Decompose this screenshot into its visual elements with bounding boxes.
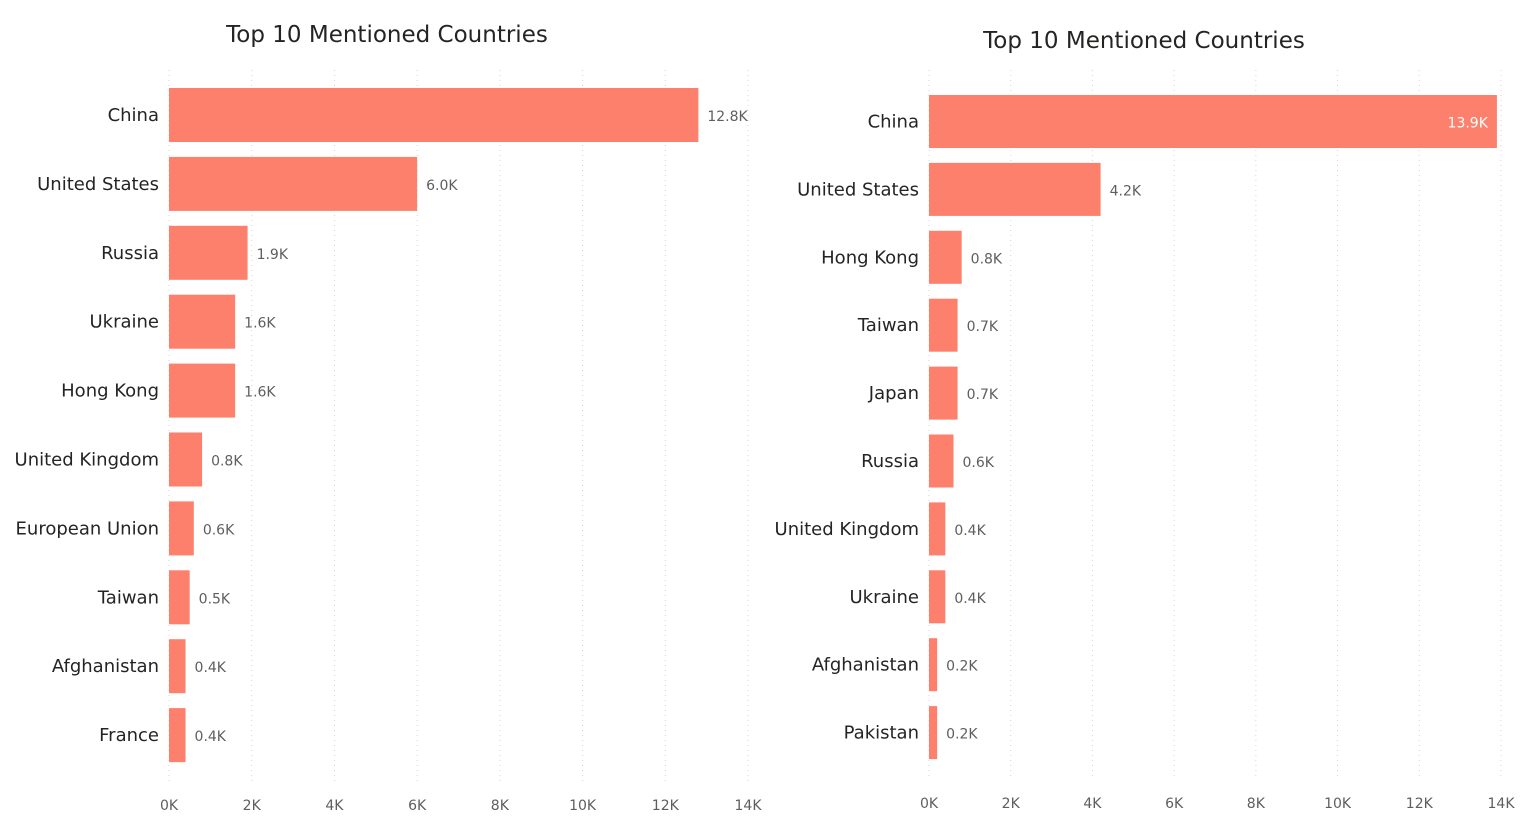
bar[interactable] — [169, 570, 190, 625]
data-label: 0.6K — [203, 522, 235, 538]
category-label: Pakistan — [844, 723, 919, 744]
category-label: Taiwan — [97, 587, 159, 608]
data-label: 0.2K — [946, 659, 978, 675]
category-label: Japan — [868, 383, 919, 404]
data-label: 0.5K — [199, 591, 231, 607]
bar[interactable] — [169, 708, 186, 763]
bar[interactable] — [929, 230, 962, 284]
data-label: 0.4K — [195, 729, 227, 745]
data-label: 0.4K — [195, 660, 227, 676]
bar[interactable] — [929, 162, 1101, 216]
category-label: Ukraine — [849, 587, 919, 608]
category-label: Russia — [101, 243, 159, 264]
x-tick-label: 0K — [160, 798, 179, 814]
x-tick-label: 10K — [1324, 796, 1352, 812]
category-label: Ukraine — [89, 312, 159, 333]
x-tick-label: 14K — [1488, 796, 1516, 812]
category-label: United Kingdom — [775, 519, 919, 540]
x-tick-label: 8K — [1247, 796, 1266, 812]
bar[interactable] — [169, 225, 248, 280]
data-label: 0.7K — [967, 319, 999, 335]
category-label: European Union — [16, 518, 159, 539]
bar[interactable] — [929, 570, 946, 624]
x-tick-label: 6K — [408, 798, 427, 814]
bar[interactable] — [929, 638, 938, 692]
bar[interactable] — [929, 502, 946, 556]
bar[interactable] — [929, 95, 1497, 148]
data-label: 13.9K — [1448, 116, 1489, 132]
chart-panel-left: Top 10 Mentioned Countries 0K 2K 4K 6K 8K 10K 1… — [15, 22, 763, 814]
x-tick-label: 14K — [735, 798, 763, 814]
data-label: 12.8K — [707, 109, 748, 125]
bar[interactable] — [169, 432, 203, 487]
category-label: United Kingdom — [15, 450, 159, 471]
data-label: 6.0K — [426, 178, 458, 194]
data-label: 1.9K — [257, 247, 289, 263]
bar[interactable] — [929, 434, 954, 488]
bar[interactable] — [929, 366, 958, 420]
data-label: 1.6K — [244, 316, 276, 332]
bar[interactable] — [929, 706, 938, 760]
bar[interactable] — [169, 501, 194, 556]
data-label: 0.8K — [211, 454, 243, 470]
category-label: Taiwan — [857, 315, 919, 336]
data-label: 0.7K — [967, 387, 999, 403]
bar[interactable] — [169, 88, 699, 142]
bar[interactable] — [169, 363, 236, 418]
x-tick-label: 10K — [569, 798, 597, 814]
x-tick-label: 12K — [1406, 796, 1434, 812]
bar[interactable] — [169, 639, 186, 694]
bar[interactable] — [169, 294, 236, 349]
bar[interactable] — [929, 298, 958, 352]
bar-chart-right: Top 10 Mentioned Countries 0K 2K 4K 6K 8K 10K 1… — [775, 28, 1516, 812]
data-label: 1.6K — [244, 385, 276, 401]
data-label: 0.2K — [946, 727, 978, 743]
data-label: 0.6K — [963, 455, 995, 471]
chart-title: Top 10 Mentioned Countries — [225, 22, 548, 48]
data-label: 0.4K — [954, 591, 986, 607]
chart-title: Top 10 Mentioned Countries — [982, 28, 1305, 54]
x-tick-label: 2K — [1002, 796, 1021, 812]
category-label: Hong Kong — [61, 381, 159, 402]
x-tick-label: 12K — [652, 798, 680, 814]
category-label: Afghanistan — [812, 655, 919, 676]
category-label: Russia — [861, 451, 919, 472]
data-label: 0.4K — [954, 523, 986, 539]
category-label: United States — [797, 179, 919, 200]
category-label: Hong Kong — [821, 247, 919, 268]
x-tick-label: 6K — [1165, 796, 1184, 812]
chart-panel-right: Top 10 Mentioned Countries 0K 2K 4K 6K 8K 10K 1… — [768, 0, 1536, 825]
category-label: France — [99, 725, 159, 746]
category-label: China — [108, 105, 159, 126]
x-tick-label: 2K — [243, 798, 262, 814]
x-tick-label: 0K — [920, 796, 939, 812]
bar[interactable] — [169, 156, 418, 211]
category-label: United States — [37, 174, 159, 195]
x-tick-label: 4K — [1083, 796, 1102, 812]
data-label: 0.8K — [971, 251, 1003, 267]
category-label: Afghanistan — [52, 656, 159, 677]
x-tick-label: 8K — [491, 798, 510, 814]
category-label: China — [868, 112, 919, 133]
data-label: 4.2K — [1110, 183, 1142, 199]
bar-chart-left: Top 10 Mentioned Countries 0K 2K 4K 6K 8K 10K 1… — [15, 22, 763, 814]
x-tick-label: 4K — [325, 798, 344, 814]
